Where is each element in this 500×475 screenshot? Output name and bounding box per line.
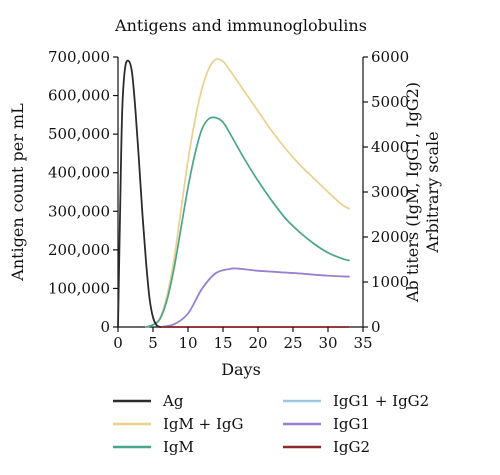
x-tick-label: 20 [248,334,267,352]
series-line-igm-igg [145,58,350,328]
y-right-tick-label: 1000 [371,273,409,291]
legend-label: IgG1 + IgG2 [333,392,429,410]
y-left-tick-label: 500,000 [48,125,110,143]
legend: Ag IgG1 + IgG2 IgM + IgG IgG1 IgM IgG2 [113,392,429,456]
x-tick-label: 30 [318,334,337,352]
y-left-tick-label: 700,000 [48,48,110,66]
y-right-tick-label: 3000 [371,183,409,201]
legend-item: IgM [113,438,194,456]
x-tick-label: 15 [213,334,232,352]
y-left-tick-label: 100,000 [48,279,110,297]
legend-label: IgM [163,438,194,456]
series-line-igg1-igg2 [159,267,350,328]
legend-label: IgM + IgG [163,415,244,433]
legend-item: IgG2 [283,438,370,456]
x-tick-label: 25 [283,334,302,352]
y-left-tick-label: 200,000 [48,241,110,259]
y-left-axis-label: Antigen count per mL [8,103,27,282]
y-left-tick-label: 400,000 [48,164,110,182]
y-right-axis-label-line2: Arbitrary scale [423,131,442,253]
x-tick-label: 5 [148,334,158,352]
x-axis-label: Days [221,360,261,379]
series-line-ag [117,59,161,328]
legend-item: Ag [113,392,184,410]
legend-item: IgG1 [283,415,370,433]
legend-item: IgM + IgG [113,415,244,433]
plot-area: 0 5 10 15 20 25 30 350100,000200,000300,000400,… [48,48,409,352]
x-tick-label: 35 [353,334,372,352]
y-right-tick-label: 2000 [371,228,409,246]
ticks-layer: 0 5 10 15 20 25 30 350100,000200,000300,000400,… [48,48,409,352]
legend-item: IgG1 + IgG2 [283,392,429,410]
y-right-tick-label: 6000 [371,48,409,66]
x-tick-label: 10 [178,334,197,352]
y-right-tick-label: 5000 [371,93,409,111]
y-left-tick-label: 600,000 [48,87,110,105]
y-left-tick-label: 0 [100,318,110,336]
legend-label: IgG2 [333,438,370,456]
legend-label: IgG1 [333,415,370,433]
series-line-igm [145,116,350,328]
x-tick-label: 0 [113,334,123,352]
y-left-tick-label: 300,000 [48,202,110,220]
y-right-tick-label: 4000 [371,138,409,156]
y-right-tick-label: 0 [371,318,381,336]
series-layer [117,58,350,328]
chart-title: Antigens and immunoglobulins [114,16,367,35]
y-right-axis-label-line1: Ab titers (IgM, IgG1, IgG2) [403,82,422,303]
series-line-igg1 [159,267,350,328]
legend-label: Ag [162,392,184,410]
